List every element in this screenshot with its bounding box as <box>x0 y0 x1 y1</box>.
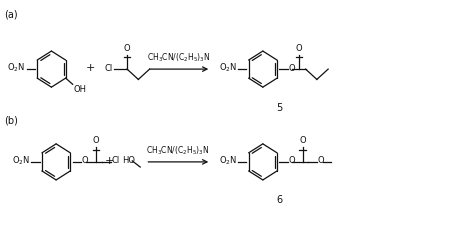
Text: O$_2$N: O$_2$N <box>219 62 237 74</box>
Text: O: O <box>124 44 130 53</box>
Text: Cl: Cl <box>111 156 120 165</box>
Text: CH$_3$CN/(C$_2$H$_5$)$_3$N: CH$_3$CN/(C$_2$H$_5$)$_3$N <box>147 52 211 64</box>
Text: O: O <box>289 64 295 73</box>
Text: O: O <box>296 44 302 53</box>
Text: O: O <box>300 136 306 145</box>
Text: O: O <box>289 156 295 165</box>
Text: (a): (a) <box>4 10 18 20</box>
Text: Cl: Cl <box>105 64 113 73</box>
Text: CH$_3$CN/(C$_2$H$_5$)$_3$N: CH$_3$CN/(C$_2$H$_5$)$_3$N <box>146 144 210 157</box>
Text: +: + <box>86 63 95 73</box>
Text: 5: 5 <box>276 103 283 112</box>
Text: O: O <box>82 156 89 165</box>
Text: +: + <box>105 156 114 166</box>
Text: O$_2$N: O$_2$N <box>12 155 30 167</box>
Text: 6: 6 <box>276 195 283 205</box>
Text: OH: OH <box>73 85 87 94</box>
Text: O$_2$N: O$_2$N <box>8 62 26 74</box>
Text: O: O <box>93 136 100 145</box>
Text: HO: HO <box>122 156 135 165</box>
Text: O$_2$N: O$_2$N <box>219 155 237 167</box>
Text: O: O <box>317 156 324 165</box>
Text: (b): (b) <box>4 116 18 125</box>
